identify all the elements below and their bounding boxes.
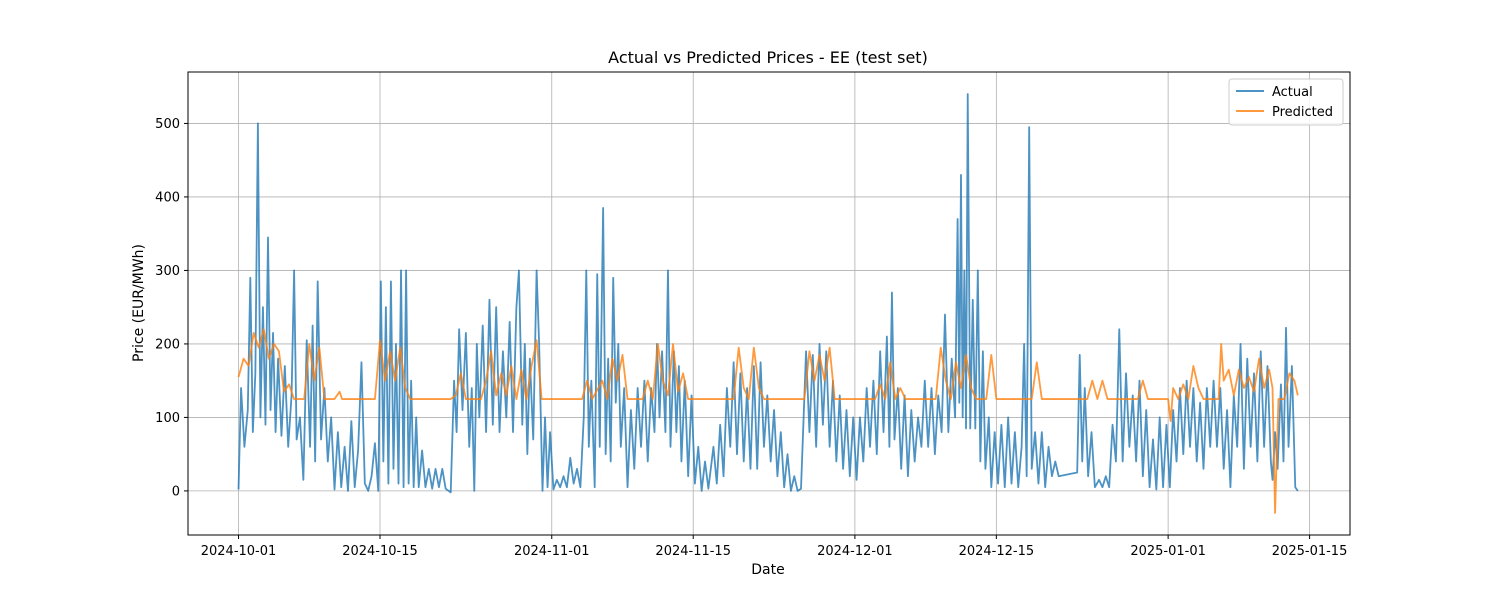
legend-label-predicted: Predicted bbox=[1272, 105, 1333, 120]
y-tick-label: 100 bbox=[155, 411, 180, 426]
x-tick-label: 2024-12-15 bbox=[959, 544, 1035, 559]
series-lines bbox=[237, 93, 1299, 514]
plot-frame bbox=[187, 71, 1351, 536]
x-tick-label: 2024-11-01 bbox=[514, 544, 590, 559]
chart-title: Actual vs Predicted Prices - EE (test se… bbox=[608, 48, 928, 67]
x-tick-label: 2024-10-01 bbox=[201, 544, 277, 559]
x-tick-label: 2024-10-15 bbox=[342, 544, 418, 559]
x-tick-label: 2024-12-01 bbox=[817, 544, 893, 559]
series-line-predicted bbox=[237, 328, 1299, 514]
x-tick-label: 2025-01-01 bbox=[1130, 544, 1206, 559]
y-tick-label: 300 bbox=[155, 264, 180, 279]
y-axis-ticks: 0 100 200 300 400 500 bbox=[155, 117, 188, 499]
legend-label-actual: Actual bbox=[1272, 85, 1313, 100]
x-axis-label: Date bbox=[751, 562, 784, 578]
x-tick-label: 2025-01-15 bbox=[1272, 544, 1348, 559]
x-axis-ticks: 2024-10-01 2024-10-15 2024-11-01 2024-11-15… bbox=[201, 535, 1348, 559]
y-tick-label: 400 bbox=[155, 190, 180, 205]
y-tick-label: 0 bbox=[172, 484, 180, 499]
x-tick-label: 2024-11-15 bbox=[655, 544, 731, 559]
series-line-actual bbox=[237, 93, 1299, 494]
y-tick-label: 500 bbox=[155, 117, 180, 132]
legend: Actual Predicted bbox=[1228, 78, 1344, 126]
y-tick-label: 200 bbox=[155, 337, 180, 352]
y-axis-label: Price (EUR/MWh) bbox=[131, 244, 147, 362]
